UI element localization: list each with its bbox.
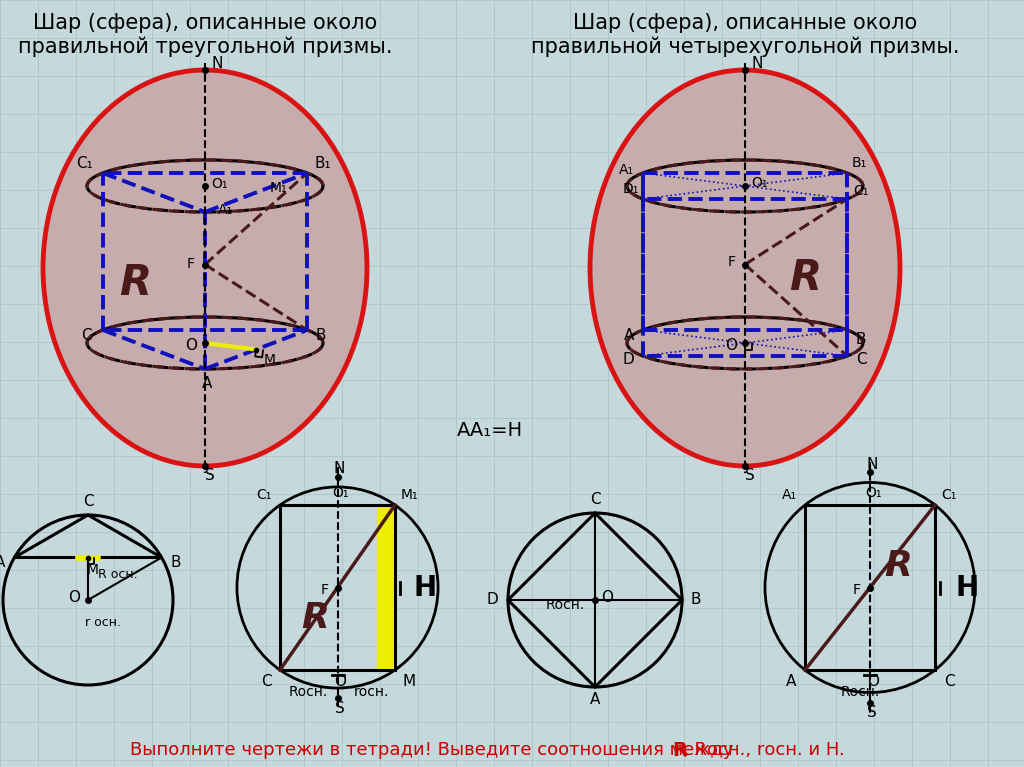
Text: B₁: B₁ — [314, 156, 332, 170]
Text: B₁: B₁ — [852, 156, 866, 170]
Text: M: M — [402, 674, 416, 690]
Text: O₁: O₁ — [211, 177, 227, 191]
Text: S: S — [205, 468, 215, 482]
Text: R осн.: R осн. — [98, 568, 138, 581]
Polygon shape — [377, 505, 395, 670]
Text: O: O — [185, 337, 197, 353]
Text: R: R — [119, 262, 151, 304]
Text: M₁: M₁ — [269, 180, 287, 195]
Bar — [805, 505, 935, 670]
Text: N: N — [866, 457, 878, 472]
Text: C: C — [944, 674, 954, 690]
Text: O₁: O₁ — [332, 486, 349, 500]
Text: Шар (сфера), описанные около
правильной четырехугольной призмы.: Шар (сфера), описанные около правильной … — [530, 13, 959, 57]
Text: R: R — [790, 257, 821, 299]
Text: R: R — [884, 548, 912, 582]
Text: D: D — [623, 351, 635, 367]
Text: Rосн.: Rосн. — [546, 598, 585, 612]
Text: A₁: A₁ — [781, 488, 797, 502]
Text: B: B — [856, 333, 866, 347]
Text: C: C — [82, 328, 92, 343]
Text: A: A — [202, 376, 212, 390]
Text: Rосн.: Rосн. — [289, 685, 329, 699]
Text: N: N — [752, 55, 763, 71]
Text: B: B — [691, 592, 701, 607]
Text: C₁: C₁ — [77, 156, 93, 170]
Text: R: R — [301, 601, 330, 634]
Text: O: O — [725, 338, 737, 354]
Text: F: F — [728, 255, 736, 268]
Ellipse shape — [590, 70, 900, 466]
Text: r осн.: r осн. — [85, 615, 121, 628]
Text: F: F — [187, 258, 195, 272]
Text: C: C — [83, 495, 93, 509]
Text: Rосн.: Rосн. — [841, 685, 880, 699]
Text: A: A — [0, 555, 5, 570]
Text: C₁: C₁ — [256, 488, 271, 502]
Text: AA₁=H: AA₁=H — [457, 420, 523, 439]
Text: M₁: M₁ — [400, 488, 418, 502]
Text: O: O — [867, 674, 879, 690]
Text: C₁: C₁ — [853, 184, 869, 198]
Ellipse shape — [43, 70, 367, 466]
Text: S: S — [335, 700, 344, 716]
Text: D: D — [486, 592, 498, 607]
Text: R: R — [672, 740, 687, 759]
Text: Выполните чертежи в тетради! Выведите соотношения между: Выполните чертежи в тетради! Выведите со… — [130, 741, 739, 759]
Text: C: C — [856, 351, 866, 367]
Text: B: B — [316, 328, 327, 343]
Text: M: M — [264, 353, 276, 367]
Text: C: C — [590, 492, 600, 508]
Bar — [280, 505, 395, 670]
Text: O: O — [335, 674, 346, 690]
Text: H: H — [955, 574, 979, 601]
Text: A: A — [785, 674, 797, 690]
Text: N: N — [211, 55, 222, 71]
Text: S: S — [867, 705, 877, 720]
Text: F: F — [853, 582, 861, 597]
Text: H: H — [414, 574, 436, 601]
Text: O₁: O₁ — [751, 176, 767, 190]
Text: A₁: A₁ — [217, 203, 232, 217]
Text: S: S — [745, 468, 755, 482]
Text: O: O — [68, 590, 80, 604]
Text: C: C — [261, 674, 271, 690]
Text: C₁: C₁ — [941, 488, 956, 502]
Text: B: B — [170, 555, 181, 570]
Text: D₁: D₁ — [623, 182, 639, 196]
Text: A: A — [590, 693, 600, 707]
Text: A₁: A₁ — [620, 163, 635, 177]
Text: rосн.: rосн. — [353, 685, 389, 699]
Text: Шар (сфера), описанные около
правильной треугольной призмы.: Шар (сфера), описанные около правильной … — [17, 13, 392, 57]
Text: N: N — [334, 462, 345, 476]
Text: M: M — [87, 564, 99, 578]
Text: O: O — [601, 590, 613, 604]
Text: F: F — [321, 582, 329, 597]
Text: O₁: O₁ — [864, 486, 882, 500]
Text: A: A — [624, 328, 634, 343]
Text: , Rосн., rосн. и H.: , Rосн., rосн. и H. — [683, 741, 845, 759]
